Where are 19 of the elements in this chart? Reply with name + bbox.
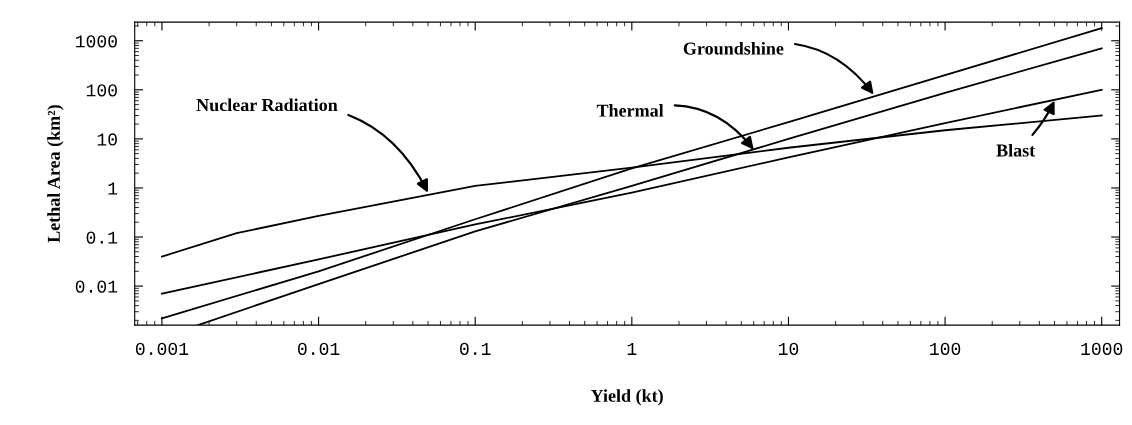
y-tick-label: 1 [108,182,118,195]
x-axis-title: Yield (kt) [590,389,663,406]
y-tick-label: 100 [86,84,117,97]
annotation: Groundshine [683,41,784,55]
y-tick-label: 0.1 [86,231,118,244]
y-axis-title: Lethal Area (km²) [47,105,64,243]
y-tick-label: 0.01 [75,280,118,293]
y-tick-label: 10 [97,133,117,146]
x-tick-label: 1 [627,342,637,355]
y-tick-label: 1000 [76,35,117,48]
x-tick-label: 0.1 [460,342,491,356]
annotation: Blast [996,143,1036,157]
x-tick-label: 10 [778,342,799,356]
x-tick-label: 0.01 [298,342,340,356]
x-tick-label: 100 [930,342,961,356]
x-tick-label: 0.001 [135,342,189,356]
x-tick-label: 1000 [1081,342,1123,356]
annotation: Nuclear Radiation [196,98,338,112]
annotation: Thermal [596,104,664,117]
